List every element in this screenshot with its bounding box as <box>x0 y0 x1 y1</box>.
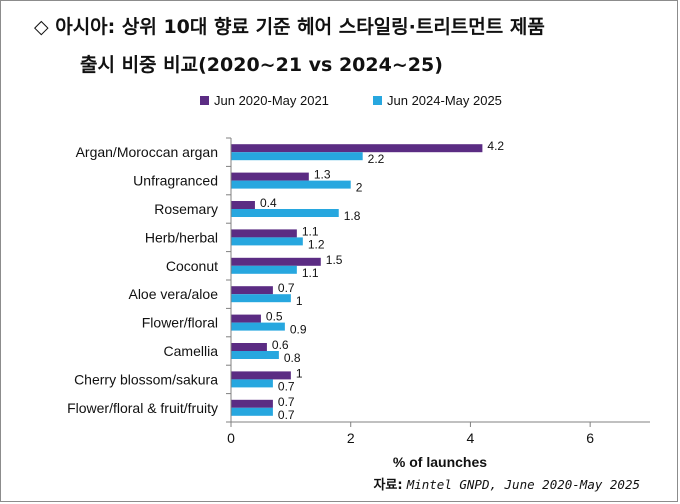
x-axis-label: % of launches <box>393 454 487 470</box>
bar-series-2 <box>231 152 363 161</box>
x-tick-label: 6 <box>586 430 594 446</box>
bar-series-2 <box>231 265 297 274</box>
bar-series-2 <box>231 209 339 217</box>
legend-swatch-series-2 <box>373 96 382 105</box>
x-tick-label: 0 <box>227 430 235 446</box>
data-label-series-2: 1.1 <box>302 266 319 280</box>
category-label: Unfragranced <box>133 173 218 189</box>
data-label-series-1: 1 <box>296 366 303 380</box>
data-label-series-2: 1.2 <box>308 237 325 251</box>
x-tick-label: 4 <box>467 430 475 446</box>
category-label: Cherry blossom/sakura <box>74 371 218 387</box>
plot-area: Argan/Moroccan argan 4.2 2.2 Unfragranced 1.… <box>67 137 650 446</box>
data-label-series-1: 0.5 <box>266 310 283 324</box>
bar-series-2 <box>231 351 279 359</box>
bar-series-2 <box>231 237 303 246</box>
bar-series-2 <box>231 407 273 416</box>
category-label: Argan/Moroccan argan <box>76 144 218 160</box>
bar-series-1 <box>231 229 297 238</box>
category-label: Herb/herbal <box>145 229 218 245</box>
bar-series-1 <box>231 314 261 323</box>
category-label: Rosemary <box>154 201 218 217</box>
bar-series-1 <box>231 371 291 380</box>
bar-series-1 <box>231 201 255 209</box>
bar-series-1 <box>231 172 309 181</box>
legend-label-series-2: Jun 2024-May 2025 <box>387 93 502 108</box>
source-note: 자료: Mintel GNPD, June 2020-May 2025 <box>373 474 640 493</box>
chart-title-line-1: ◇ 아시아: 상위 10대 향료 기준 헤어 스타일링·트리트먼트 제품 <box>34 16 545 38</box>
bar-series-2 <box>231 379 273 388</box>
data-label-series-1: 4.2 <box>487 139 504 153</box>
category-label: Camellia <box>164 343 219 359</box>
bar-series-2 <box>231 180 351 189</box>
data-label-series-1: 0.7 <box>278 281 295 295</box>
bar-series-1 <box>231 257 321 266</box>
data-label-series-1: 1.5 <box>326 253 343 267</box>
data-label-series-1: 0.4 <box>260 196 277 210</box>
data-label-series-2: 2 <box>356 181 363 195</box>
bar-series-1 <box>231 399 273 408</box>
data-label-series-2: 0.7 <box>278 379 295 393</box>
category-label: Flower/floral & fruit/fruity <box>67 400 218 416</box>
data-label-series-2: 2.2 <box>368 152 385 166</box>
legend-swatch-series-1 <box>200 96 209 105</box>
bar-series-2 <box>231 294 291 303</box>
bar-series-2 <box>231 322 285 331</box>
category-label: Coconut <box>166 258 218 274</box>
data-label-series-2: 1.8 <box>344 209 361 223</box>
data-label-series-2: 0.8 <box>284 351 301 365</box>
data-label-series-2: 0.9 <box>290 323 307 337</box>
chart-title-line-2: 출시 비중 비교(2020~21 vs 2024~25) <box>80 54 443 76</box>
category-label: Flower/floral <box>142 315 218 331</box>
data-label-series-1: 0.7 <box>278 395 295 409</box>
data-label-series-1: 0.6 <box>272 338 289 352</box>
source-text: Mintel GNPD, June 2020-May 2025 <box>406 477 640 492</box>
data-label-series-1: 1.1 <box>302 224 319 238</box>
bar-series-1 <box>231 343 267 351</box>
legend-label-series-1: Jun 2020-May 2021 <box>214 93 329 108</box>
source-label: 자료: <box>373 478 403 493</box>
data-label-series-2: 0.7 <box>278 408 295 422</box>
category-label: Aloe vera/aloe <box>128 286 218 302</box>
data-label-series-2: 1 <box>296 294 303 308</box>
data-label-series-1: 1.3 <box>314 168 331 182</box>
bar-series-1 <box>231 286 273 295</box>
legend: Jun 2020-May 2021 Jun 2024-May 2025 <box>200 93 502 108</box>
x-tick-label: 2 <box>347 430 355 446</box>
bar-series-1 <box>231 144 483 153</box>
